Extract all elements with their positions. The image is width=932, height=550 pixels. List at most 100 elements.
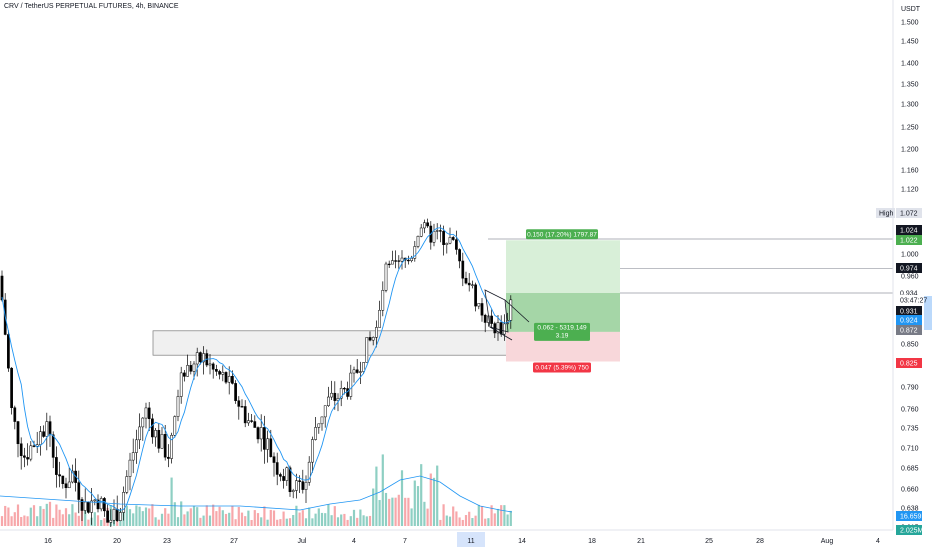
candle	[141, 417, 145, 428]
volume-bar	[23, 515, 26, 526]
candle	[480, 303, 484, 316]
volume-bar	[474, 515, 477, 526]
volume-bar	[173, 502, 176, 526]
volume-bar	[320, 512, 324, 526]
volume-bar	[74, 512, 77, 526]
candle	[317, 423, 321, 428]
time-tick-label: 4	[876, 538, 880, 545]
volume-bar	[292, 515, 295, 526]
volume-bar	[455, 511, 458, 526]
candle	[93, 499, 97, 502]
candle	[135, 439, 138, 453]
candle	[458, 249, 461, 262]
candle	[218, 371, 221, 375]
flag-support-line	[489, 326, 513, 341]
volume-bar	[276, 519, 279, 526]
candle	[266, 438, 269, 450]
volume-bar	[231, 505, 234, 526]
candle	[323, 405, 327, 418]
candle	[352, 369, 356, 374]
price-tick-label: 0.638	[901, 506, 919, 513]
volume-bar	[266, 519, 269, 526]
time-tick-label: 14	[518, 538, 526, 545]
price-tick-label: 1.000	[901, 252, 919, 259]
price-tick-label: 0.790	[901, 385, 919, 392]
volume-bar	[221, 510, 224, 526]
volume-bar	[212, 504, 215, 526]
candle	[64, 483, 68, 489]
price-tag-label: 16.659M	[900, 514, 927, 521]
candle	[509, 299, 513, 321]
candles-layer	[0, 218, 513, 527]
volume-bar	[13, 512, 16, 526]
volume-bar	[36, 516, 39, 526]
volume-bar	[372, 488, 375, 526]
candle	[483, 314, 487, 323]
time-tick-label: 18	[588, 538, 596, 545]
candle	[301, 481, 305, 490]
volume-bar	[503, 505, 506, 526]
volume-bar	[384, 492, 388, 526]
candle	[375, 327, 378, 338]
candle	[288, 467, 292, 493]
candle	[391, 260, 394, 265]
volume-bar	[71, 504, 74, 526]
ratio-detail-label: 0.062 - 5319.149	[537, 324, 587, 331]
volume-bar	[52, 517, 55, 526]
long-position-tool: 0.150 (17.20%) 1797.87 0.062 - 5319.1493.…	[506, 229, 620, 373]
volume-bar	[484, 518, 487, 526]
candle	[259, 427, 263, 440]
volume-bar	[327, 504, 330, 526]
candle	[83, 501, 87, 511]
candle	[29, 445, 33, 460]
target-label: 0.150 (17.20%) 1797.87	[527, 231, 597, 238]
volume-bar	[215, 511, 218, 526]
candle	[202, 353, 205, 363]
ratio-label-box	[534, 322, 590, 341]
candle	[295, 480, 298, 491]
price-tag-label: 0.974	[900, 266, 918, 273]
candle	[32, 445, 36, 447]
candle	[451, 237, 455, 240]
volume-bar	[96, 515, 100, 526]
price-tick-label: 0.685	[901, 466, 919, 473]
candle	[13, 407, 17, 422]
candle	[423, 222, 426, 229]
volume-bar	[48, 501, 52, 526]
price-tag-label: 1.022	[900, 238, 918, 245]
volume-bar	[506, 514, 509, 526]
volume-bar	[186, 511, 189, 526]
candle	[400, 257, 404, 262]
candle	[426, 222, 429, 227]
stop-label-box	[533, 362, 591, 373]
candle	[106, 510, 109, 523]
candle	[160, 434, 164, 449]
candle	[346, 388, 349, 397]
chart-title: CRV / TetherUS PERPETUAL FUTURES, 4h, BI…	[4, 3, 179, 10]
volume-bar	[208, 515, 212, 526]
flag-breakout-line	[504, 299, 530, 323]
candle	[327, 396, 330, 406]
volume-bar	[477, 504, 480, 526]
price-tag-label: 03:47:27	[900, 298, 927, 305]
volume-bar	[298, 512, 301, 526]
volume-bar	[68, 514, 71, 526]
volume-bar	[301, 510, 304, 526]
candle	[397, 260, 401, 262]
candle	[0, 275, 4, 301]
volume-bar	[500, 505, 503, 526]
volume-bar	[29, 507, 32, 526]
candle	[496, 322, 500, 334]
candle	[215, 369, 218, 372]
price-tag-box	[896, 325, 922, 335]
volume-bar	[388, 498, 391, 526]
volume-bar	[487, 518, 490, 526]
price-tag-box	[896, 315, 922, 325]
price-tick-label: 1.350	[901, 82, 919, 89]
candle	[71, 470, 74, 483]
time-tick-label: 16	[44, 538, 52, 545]
volume-bar	[205, 505, 208, 526]
candle	[77, 482, 81, 500]
price-tag-box	[896, 225, 922, 235]
